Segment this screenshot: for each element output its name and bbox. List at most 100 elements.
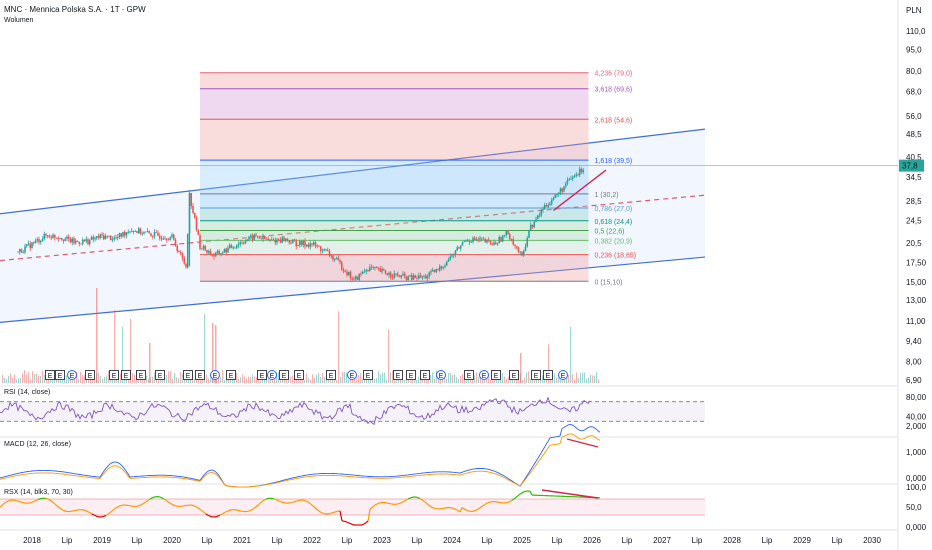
volume-bar xyxy=(592,375,594,383)
volume-bar xyxy=(38,375,40,383)
price-candle xyxy=(101,234,103,236)
earnings-marker-box xyxy=(509,370,519,380)
price-candle xyxy=(150,233,152,237)
volume-bar xyxy=(20,378,22,383)
symbol-title[interactable]: MNC · Mennica Polska S.A. · 1T · GPW xyxy=(4,5,146,14)
price-candle xyxy=(549,203,551,205)
rsx-line-segment xyxy=(459,507,463,513)
earnings-marker-label: E xyxy=(112,373,117,380)
volume-bar xyxy=(418,376,420,383)
volume-bar xyxy=(34,373,36,383)
price-candle xyxy=(543,204,546,209)
price-candle xyxy=(360,273,362,275)
rsx-line-segment xyxy=(227,509,231,512)
earnings-marker-label: E xyxy=(58,373,63,380)
volume-bar xyxy=(290,376,292,383)
rsx-line-segment xyxy=(321,512,325,515)
volume-bar xyxy=(108,370,110,383)
earnings-marker-label: E xyxy=(213,373,218,380)
price-candle xyxy=(451,255,453,257)
earnings-marker-ring xyxy=(347,370,357,380)
earnings-marker-box xyxy=(183,370,193,380)
rsx-line-segment xyxy=(103,514,107,517)
earnings-marker-box xyxy=(136,370,146,380)
earnings-marker-label: E xyxy=(512,373,517,380)
volume-bar xyxy=(478,377,480,383)
earnings-marker-label: E xyxy=(350,373,355,380)
earnings-marker-box xyxy=(226,370,236,380)
price-candle xyxy=(22,252,25,254)
price-candle xyxy=(430,271,432,273)
price-candle xyxy=(220,253,222,255)
rsx-line-segment xyxy=(425,502,429,505)
trend-line xyxy=(553,169,607,211)
price-candle xyxy=(449,256,452,260)
price-candle xyxy=(249,235,252,237)
rsx-line-segment xyxy=(219,513,223,516)
price-candle xyxy=(169,237,172,241)
price-candle xyxy=(517,247,520,253)
rsx-line-segment xyxy=(19,501,23,503)
price-candle xyxy=(337,258,340,261)
volume-bar xyxy=(376,378,378,383)
price-candle xyxy=(132,230,135,232)
price-candle xyxy=(113,237,116,240)
price-candle xyxy=(155,232,158,233)
price-candle xyxy=(309,243,312,247)
price-candle xyxy=(59,238,61,239)
volume-bar xyxy=(168,371,170,383)
volume-bar xyxy=(340,376,342,383)
price-candle xyxy=(510,238,513,240)
rsx-divergence-line xyxy=(541,489,599,499)
rsx-line-segment xyxy=(479,505,483,509)
fib-level-label: 0,786 (27,0) xyxy=(595,206,633,213)
price-candle xyxy=(118,233,121,238)
price-candle xyxy=(206,250,208,253)
rsx-line-segment xyxy=(141,502,145,505)
y-tick-label: 80,0 xyxy=(906,67,922,76)
price-candle xyxy=(171,234,173,238)
price-candle xyxy=(199,234,201,249)
price-candle xyxy=(237,244,240,246)
volume-bar xyxy=(30,379,32,383)
rsx-line-segment xyxy=(57,506,61,509)
volume-bar xyxy=(160,378,162,383)
price-candle xyxy=(39,241,42,243)
volume-bar xyxy=(574,379,576,383)
x-tick-label: Lip xyxy=(62,536,73,545)
price-candle xyxy=(514,244,516,246)
price-candle xyxy=(342,269,345,272)
y-tick-label: 9,40 xyxy=(906,337,922,346)
volume-bar xyxy=(452,374,454,383)
price-candle xyxy=(190,192,193,206)
volume-bar xyxy=(72,378,74,383)
rsx-line-segment xyxy=(351,523,355,526)
price-candle xyxy=(274,239,277,243)
volume-bar xyxy=(402,378,404,383)
rsx-line-segment xyxy=(277,499,281,502)
volume-bar xyxy=(372,377,374,383)
volume-bar xyxy=(430,374,432,383)
rsx-line-segment xyxy=(139,503,143,506)
price-candle xyxy=(134,231,137,232)
x-tick-label: 2023 xyxy=(373,536,391,545)
price-candle xyxy=(204,245,207,251)
earnings-marker-label: E xyxy=(70,373,75,380)
price-candle xyxy=(332,255,334,260)
volume-bar xyxy=(318,372,320,383)
y-tick-label: 48,5 xyxy=(906,130,922,139)
volume-bar xyxy=(316,375,318,383)
x-tick-label: Lip xyxy=(342,536,353,545)
price-candle xyxy=(202,245,205,249)
price-candle xyxy=(174,239,177,246)
price-candle xyxy=(409,275,411,277)
price-candle xyxy=(461,241,464,246)
price-candle xyxy=(53,234,56,238)
rsx-line-segment xyxy=(51,501,55,504)
x-tick-label: Lip xyxy=(482,536,493,545)
price-candle xyxy=(370,267,373,268)
earnings-marker-label: E xyxy=(329,373,334,380)
volume-bar xyxy=(572,374,574,383)
earnings-marker-label: E xyxy=(158,373,163,380)
